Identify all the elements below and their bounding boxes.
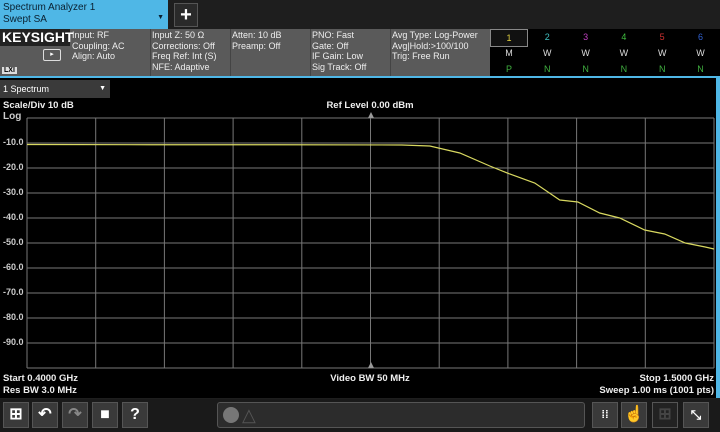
- mode-title: Spectrum Analyzer 1: [3, 2, 96, 13]
- ref-marker-icon: [368, 112, 374, 118]
- trace-6-num: 6: [697, 32, 703, 42]
- setting-col4-2: IF Gain: Low: [312, 51, 364, 61]
- setting-col1-1: Coupling: AC: [72, 40, 125, 51]
- keysight-logo: KEYSIGHT: [0, 29, 74, 46]
- stop-freq: Stop 1.5000 GHz: [639, 373, 714, 384]
- y-tick-label: -60.0: [3, 262, 24, 272]
- help-icon[interactable]: ?: [122, 402, 148, 428]
- scrollbar[interactable]: [716, 78, 720, 398]
- trace-3-type: W: [581, 48, 590, 58]
- y-tick-label: -30.0: [3, 187, 24, 197]
- y-tick-label: -80.0: [3, 312, 24, 322]
- y-tick-label: -70.0: [3, 287, 24, 297]
- y-tick-label: -20.0: [3, 162, 24, 172]
- setting-col5-0: Avg Type: Log-Power: [392, 30, 478, 40]
- dropdown-arrow-icon: ▼: [99, 85, 106, 92]
- trace-2-num: 2: [544, 32, 550, 42]
- trace-4-type: W: [619, 48, 629, 58]
- start-freq: Start 0.4000 GHz: [3, 373, 78, 384]
- trace-5-num: 5: [659, 32, 665, 42]
- trace-4-num: 4: [621, 32, 627, 42]
- y-tick-label: -50.0: [3, 237, 24, 247]
- file-icon[interactable]: ■: [92, 402, 118, 428]
- undo-icon[interactable]: ↶: [32, 402, 58, 428]
- setting-col2-1: Corrections: Off: [152, 40, 215, 51]
- setting-col5-2: Trig: Free Run: [392, 51, 450, 61]
- divider: [0, 76, 720, 78]
- window-label: 1 Spectrum: [3, 84, 50, 94]
- setting-col4-1: Gate: Off: [312, 40, 349, 51]
- center-marker-icon: [368, 362, 374, 368]
- y-tick-label: -10.0: [3, 137, 24, 147]
- windows-icon[interactable]: ⊞: [3, 402, 29, 428]
- local-remote-icon[interactable]: ▸: [43, 49, 61, 61]
- message-icon: [223, 407, 239, 423]
- toolbar: ⊞ ↶ ↷ ■ ? △ ⁞⁞ ☝ ⊞ ⤡: [0, 399, 720, 432]
- mode-selector[interactable]: Spectrum Analyzer 1 Swept SA ▼: [0, 0, 168, 29]
- scale-div: Scale/Div 10 dB: [3, 100, 74, 111]
- touch-icon[interactable]: ☝: [621, 402, 647, 428]
- window-selector[interactable]: 1 Spectrum ▼: [0, 80, 110, 98]
- layout-icon[interactable]: ⁞⁞: [592, 402, 618, 428]
- setting-col2-3: NFE: Adaptive: [152, 61, 210, 72]
- setting-col2-2: Freq Ref: Int (S): [152, 51, 217, 61]
- trace-6-type: W: [696, 48, 705, 58]
- trace-4-det: N: [620, 64, 628, 74]
- res-bw: Res BW 3.0 MHz: [3, 385, 77, 396]
- warning-icon: △: [242, 405, 256, 425]
- setting-col4-0: PNO: Fast: [312, 30, 355, 40]
- trace-5-type: W: [657, 48, 667, 58]
- fullscreen-icon[interactable]: ⤡: [683, 402, 709, 428]
- trace-1-type: M: [505, 48, 513, 58]
- trace-1-line: [26, 143, 715, 250]
- setting-col4-3: Sig Track: Off: [312, 61, 367, 72]
- lxi-logo: LXI: [2, 67, 17, 74]
- add-screen-button[interactable]: +: [174, 3, 198, 27]
- redo-icon[interactable]: ↷: [62, 402, 88, 428]
- trace-2-det: N: [544, 64, 551, 74]
- trace-1-num: 1: [490, 29, 528, 47]
- setting-col1-0: Input: RF: [72, 30, 110, 40]
- trace-2-type: W: [543, 48, 552, 58]
- dropdown-arrow-icon: ▼: [157, 14, 164, 21]
- mode-subtitle: Swept SA: [3, 14, 47, 25]
- video-bw: Video BW 50 MHz: [330, 373, 410, 384]
- setting-col1-2: Align: Auto: [72, 51, 116, 61]
- log-label: Log: [3, 111, 22, 122]
- trace-6-det: N: [697, 64, 704, 74]
- y-tick-label: -40.0: [3, 212, 24, 222]
- setting-col5-1: Avg|Hold:>100/100: [392, 40, 469, 51]
- multi-window-icon[interactable]: ⊞: [652, 402, 678, 428]
- y-tick-label: -90.0: [3, 337, 24, 347]
- display-area: [0, 78, 716, 398]
- trace-3-num: 3: [583, 32, 589, 42]
- sweep-time: Sweep 1.00 ms (1001 pts): [599, 385, 714, 396]
- trace-3-det: N: [582, 64, 589, 74]
- ref-level: Ref Level 0.00 dBm: [326, 100, 414, 111]
- trace-1-det: P: [505, 64, 512, 74]
- setting-col2-0: Input Z: 50 Ω: [152, 30, 205, 40]
- setting-col3-1: Preamp: Off: [232, 40, 281, 51]
- setting-col3-0: Atten: 10 dB: [232, 30, 282, 40]
- message-bar[interactable]: △: [217, 402, 585, 428]
- trace-5-det: N: [658, 64, 666, 74]
- settings-panel: Input: RF Coupling: AC Align: Auto Input Z…: [0, 29, 490, 77]
